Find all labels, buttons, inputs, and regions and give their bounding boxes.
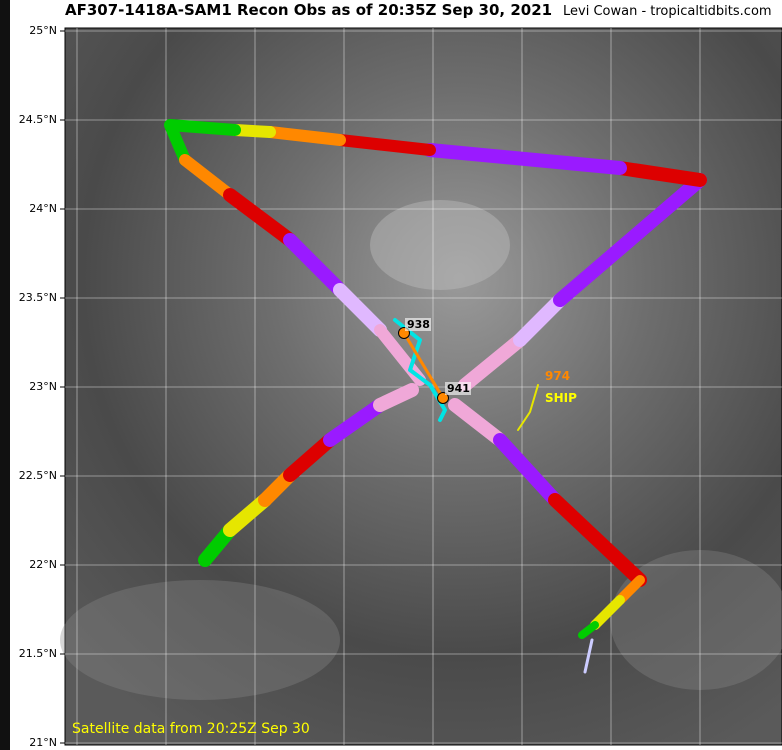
lat-label: 23°N bbox=[29, 380, 57, 393]
pressure-label: 941 bbox=[447, 382, 470, 395]
ship-pressure: 974 bbox=[545, 369, 570, 383]
lat-label: 21.5°N bbox=[19, 647, 57, 660]
satellite-note: Satellite data from 20:25Z Sep 30 bbox=[72, 721, 310, 737]
pressure-label: 938 bbox=[407, 318, 430, 331]
lat-label: 23.5°N bbox=[19, 291, 57, 304]
center-fix bbox=[437, 392, 449, 404]
grid bbox=[65, 28, 782, 745]
lat-labels: 25°N 24.5°N 24°N 23.5°N 23°N 22.5°N 22°N 21.5°N… bbox=[19, 24, 65, 749]
title: AF307-1418A-SAM1 Recon Obs as of 20:35Z … bbox=[65, 1, 552, 19]
lat-label: 22°N bbox=[29, 558, 57, 571]
credit: Levi Cowan - tropicaltidbits.com bbox=[563, 4, 772, 19]
lat-label: 25°N bbox=[29, 24, 57, 37]
lat-label: 22.5°N bbox=[19, 469, 57, 482]
left-strip bbox=[0, 0, 10, 750]
lat-label: 24.5°N bbox=[19, 113, 57, 126]
cloud-core bbox=[370, 200, 510, 290]
ship-label: SHIP bbox=[545, 391, 577, 405]
label-bg bbox=[405, 318, 431, 331]
lat-label: 21°N bbox=[29, 736, 57, 749]
center-track bbox=[402, 332, 445, 399]
flight-track bbox=[164, 119, 707, 674]
cloud-band bbox=[60, 580, 340, 700]
lat-label: 24°N bbox=[29, 202, 57, 215]
label-bg bbox=[445, 382, 471, 395]
cloud-band bbox=[610, 550, 782, 690]
